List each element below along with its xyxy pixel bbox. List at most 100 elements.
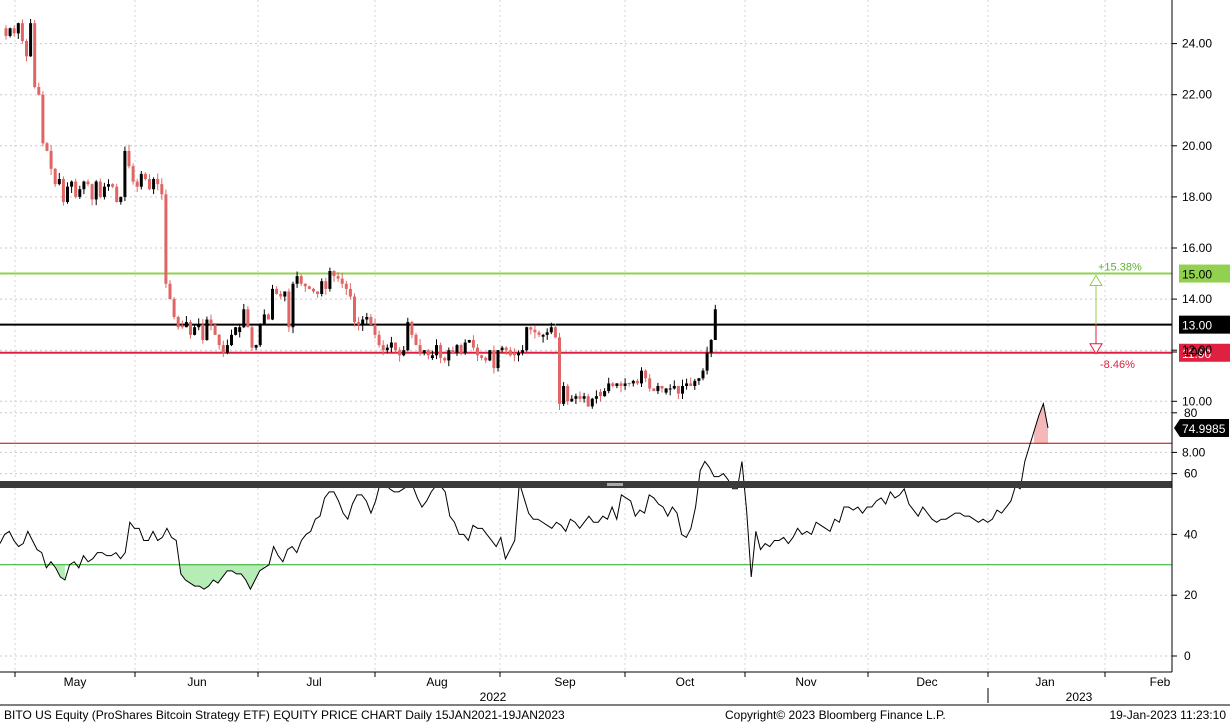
candle <box>316 291 320 298</box>
candle-body <box>61 179 65 203</box>
candle-body <box>225 345 229 353</box>
candle <box>66 182 69 204</box>
candle-body <box>340 278 344 284</box>
candle-body <box>25 41 28 57</box>
candle <box>82 180 86 195</box>
candle <box>648 374 652 392</box>
candle-body <box>119 196 123 203</box>
candle <box>615 383 619 389</box>
reference-label: 13.00 <box>1182 319 1212 333</box>
candle <box>25 39 28 62</box>
candle-body <box>389 342 393 348</box>
candle-body <box>316 291 320 294</box>
candle <box>640 367 643 388</box>
reference-badge <box>1179 315 1230 334</box>
candle-body <box>455 345 459 353</box>
candle-body <box>209 319 213 325</box>
candle-body <box>697 378 701 381</box>
candle <box>467 339 471 343</box>
candle <box>521 345 525 356</box>
candle <box>619 381 623 393</box>
candle <box>594 390 598 404</box>
candle <box>459 343 463 356</box>
candle-body <box>566 385 570 402</box>
candle-body <box>607 383 611 392</box>
footer-right: 19-Jan-2023 11:23:10 <box>1109 708 1226 722</box>
candle-body <box>451 350 455 353</box>
candle-body <box>70 181 74 187</box>
candle-body <box>20 23 24 42</box>
candle <box>189 319 192 339</box>
candle <box>381 340 385 356</box>
candle-body <box>361 319 365 325</box>
rsi-tick-label: 100 <box>1184 345 1204 359</box>
candle <box>541 333 545 343</box>
candle <box>225 339 229 355</box>
candle <box>262 309 266 326</box>
candle-body <box>549 327 553 333</box>
candle-body <box>160 184 164 195</box>
candle-body <box>201 324 205 340</box>
candle <box>578 391 582 403</box>
candle-body <box>443 357 447 361</box>
candle-body <box>41 94 45 144</box>
candle-body <box>558 337 561 404</box>
candle-body <box>8 28 12 36</box>
candle-body <box>94 181 98 200</box>
candle <box>582 392 586 403</box>
candle-body <box>398 350 402 356</box>
candle <box>283 291 287 302</box>
candle <box>164 189 168 288</box>
candle <box>242 303 246 329</box>
candle <box>570 395 574 403</box>
up-arrow-head <box>1089 274 1103 287</box>
rsi-tick-label: 80 <box>1184 406 1198 420</box>
candle-body <box>184 322 188 328</box>
candle-body <box>619 383 623 386</box>
candle-body <box>287 291 291 328</box>
candle <box>455 344 459 356</box>
reference-lines: 15.00 13.00 11.90 <box>0 264 1230 362</box>
candle <box>586 393 590 407</box>
candle-body <box>467 339 471 343</box>
month-label: Oct <box>676 675 695 689</box>
candle-body <box>57 179 61 185</box>
candle <box>275 286 279 295</box>
candle <box>525 326 529 352</box>
candle <box>45 142 49 152</box>
candle-body <box>205 319 209 340</box>
candle <box>549 322 553 335</box>
candle <box>139 171 143 190</box>
candle <box>668 384 672 396</box>
candle-body <box>176 316 180 328</box>
candle-body <box>143 173 147 180</box>
candle <box>685 378 689 390</box>
candle <box>33 19 37 89</box>
price-tick-label: 14.00 <box>1182 292 1212 306</box>
candle <box>373 318 377 339</box>
panel-divider-grip <box>607 483 623 486</box>
candle-body <box>471 339 475 348</box>
candle-body <box>254 345 258 348</box>
candle-body <box>693 380 697 386</box>
candle-body <box>648 378 652 389</box>
candle-body <box>504 347 508 351</box>
candle <box>402 345 406 357</box>
candle <box>340 272 344 289</box>
candle <box>312 287 315 294</box>
candle <box>631 379 635 387</box>
down-arrow-head <box>1089 343 1103 355</box>
candle <box>299 274 303 287</box>
candle <box>377 330 381 348</box>
candle <box>492 345 496 374</box>
candle <box>37 82 41 96</box>
candle-body <box>4 28 8 36</box>
candle-body <box>529 327 533 330</box>
candle-body <box>590 398 594 407</box>
candle <box>332 270 336 282</box>
candle-body <box>562 385 566 404</box>
candle <box>152 177 156 195</box>
candle <box>504 346 508 355</box>
candle <box>336 271 340 282</box>
candle-body <box>594 396 598 399</box>
